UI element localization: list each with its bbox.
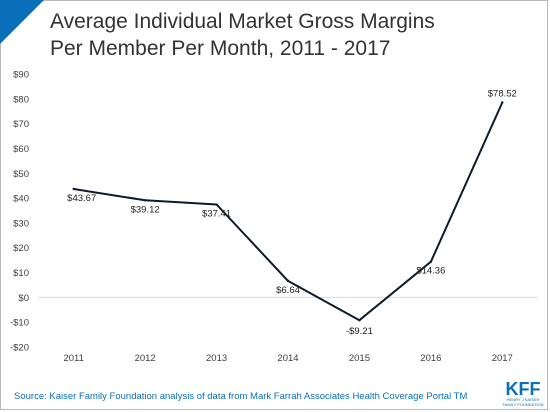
data-point <box>429 260 433 263</box>
y-tick-label: $40 <box>13 194 29 205</box>
data-point <box>501 101 504 104</box>
chart-title: Average Individual Market Gross Margins … <box>50 8 520 62</box>
chart-title-line-2: Per Member Per Month, 2011 - 2017 <box>50 37 391 60</box>
kff-logo-subtitle-line-2: Family Foundation <box>502 401 544 407</box>
data-point <box>143 199 147 202</box>
data-point <box>358 319 361 322</box>
x-tick-label: 2011 <box>63 353 83 364</box>
y-tick-label: $10 <box>13 268 29 279</box>
data-label: $43.67 <box>67 193 96 204</box>
x-tick-label: 2015 <box>349 353 370 364</box>
y-tick-label: $70 <box>13 119 29 130</box>
kff-logo-subtitle-line-1: Henry J Kaiser <box>506 397 540 402</box>
kff-logo: KFF Henry J Kaiser Family Foundation <box>501 380 545 407</box>
x-tick-label: 2014 <box>277 353 298 364</box>
kff-logo-mark: KFF <box>505 379 541 399</box>
y-tick-label: $30 <box>13 218 29 229</box>
data-label: $78.52 <box>488 88 517 99</box>
data-label: -$9.21 <box>346 326 373 337</box>
y-tick-label: $0 <box>18 293 29 304</box>
corner-accent <box>0 0 44 44</box>
x-tick-label: 2016 <box>420 353 441 364</box>
y-tick-label: $20 <box>13 243 29 254</box>
data-label: $6.64 <box>276 285 300 296</box>
y-tick-label: -$10 <box>10 318 29 329</box>
x-tick-label: 2012 <box>135 353 156 364</box>
data-point <box>215 203 218 206</box>
x-tick-label: 2013 <box>206 353 227 364</box>
y-tick-label: $60 <box>13 144 29 155</box>
data-point <box>286 279 290 283</box>
y-tick-label: -$20 <box>10 343 29 354</box>
y-tick-label: $90 <box>13 70 29 81</box>
data-label: $39.12 <box>131 204 160 215</box>
y-tick-label: $50 <box>13 169 29 180</box>
chart-title-line-1: Average Individual Market Gross Margins <box>50 10 435 33</box>
data-point <box>72 187 75 191</box>
data-label: $37.41 <box>202 209 231 220</box>
data-label: $14.36 <box>416 266 445 277</box>
y-tick-label: $80 <box>13 94 29 105</box>
source-note: Source: Kaiser Family Foundation analysi… <box>14 391 468 402</box>
kff-logo-subtitle: Henry J Kaiser Family Foundation <box>501 397 545 407</box>
x-tick-label: 2017 <box>492 353 513 364</box>
